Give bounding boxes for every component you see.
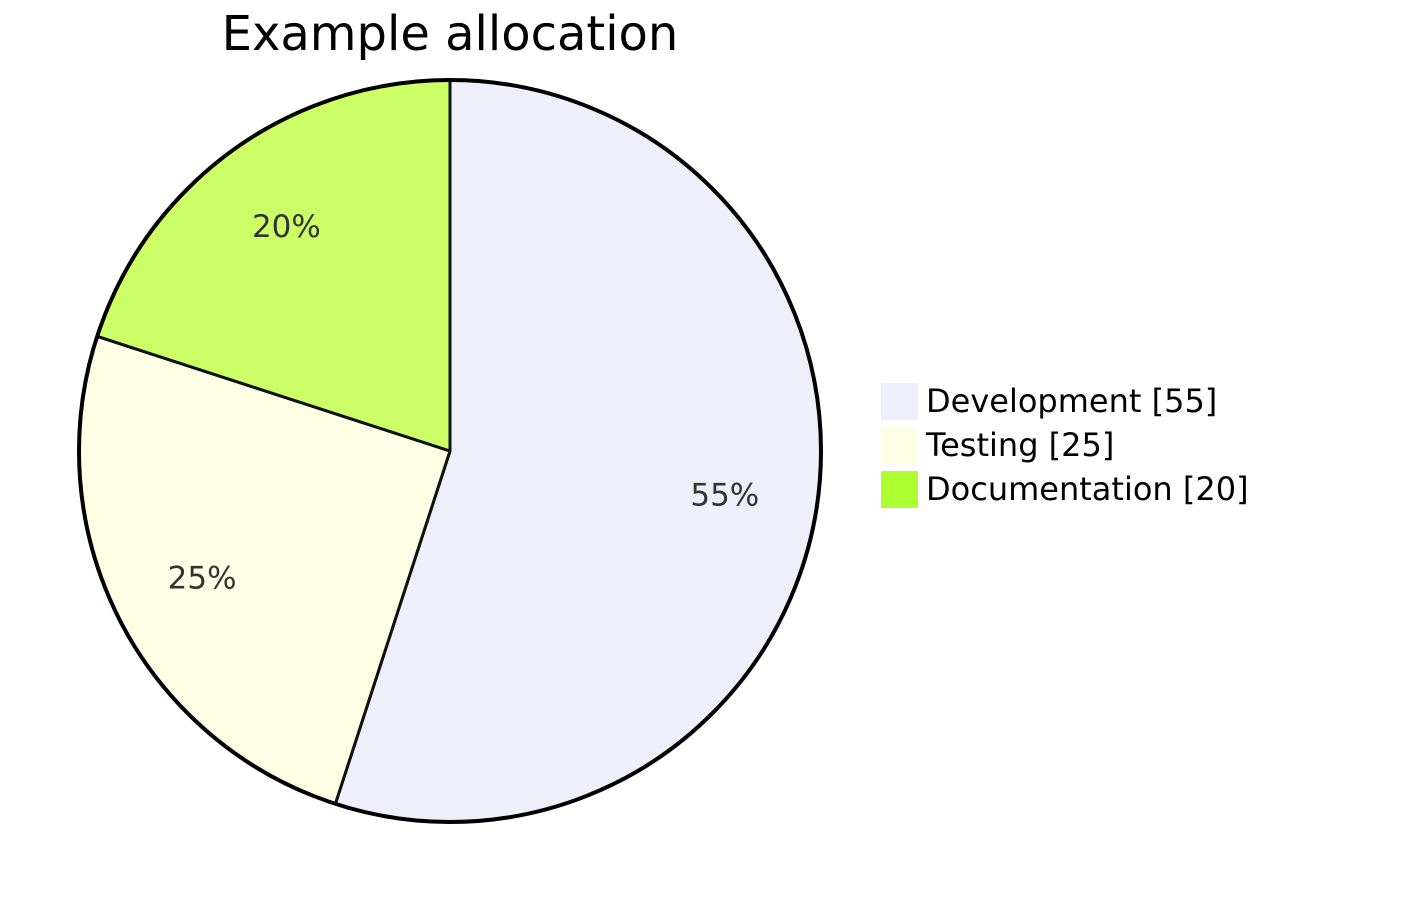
legend-swatch-documentation <box>881 471 918 508</box>
pie-outline <box>77 78 823 824</box>
legend-label-development: Development [55] <box>926 382 1217 420</box>
chart-title: Example allocation <box>222 6 679 62</box>
slice-label-development: 55% <box>690 478 759 514</box>
slice-label-documentation: 20% <box>252 209 321 245</box>
legend-label-testing: Testing [25] <box>925 426 1114 464</box>
legend-swatch-development <box>881 383 918 420</box>
slice-labels: 55% 25% 20% <box>168 209 760 596</box>
slice-label-testing: 25% <box>168 560 237 596</box>
legend-swatch-testing <box>881 427 918 464</box>
pie-slices <box>77 78 823 824</box>
legend-label-documentation: Documentation [20] <box>926 470 1249 508</box>
legend: Development [55] Testing [25] Documentatio… <box>881 382 1249 508</box>
